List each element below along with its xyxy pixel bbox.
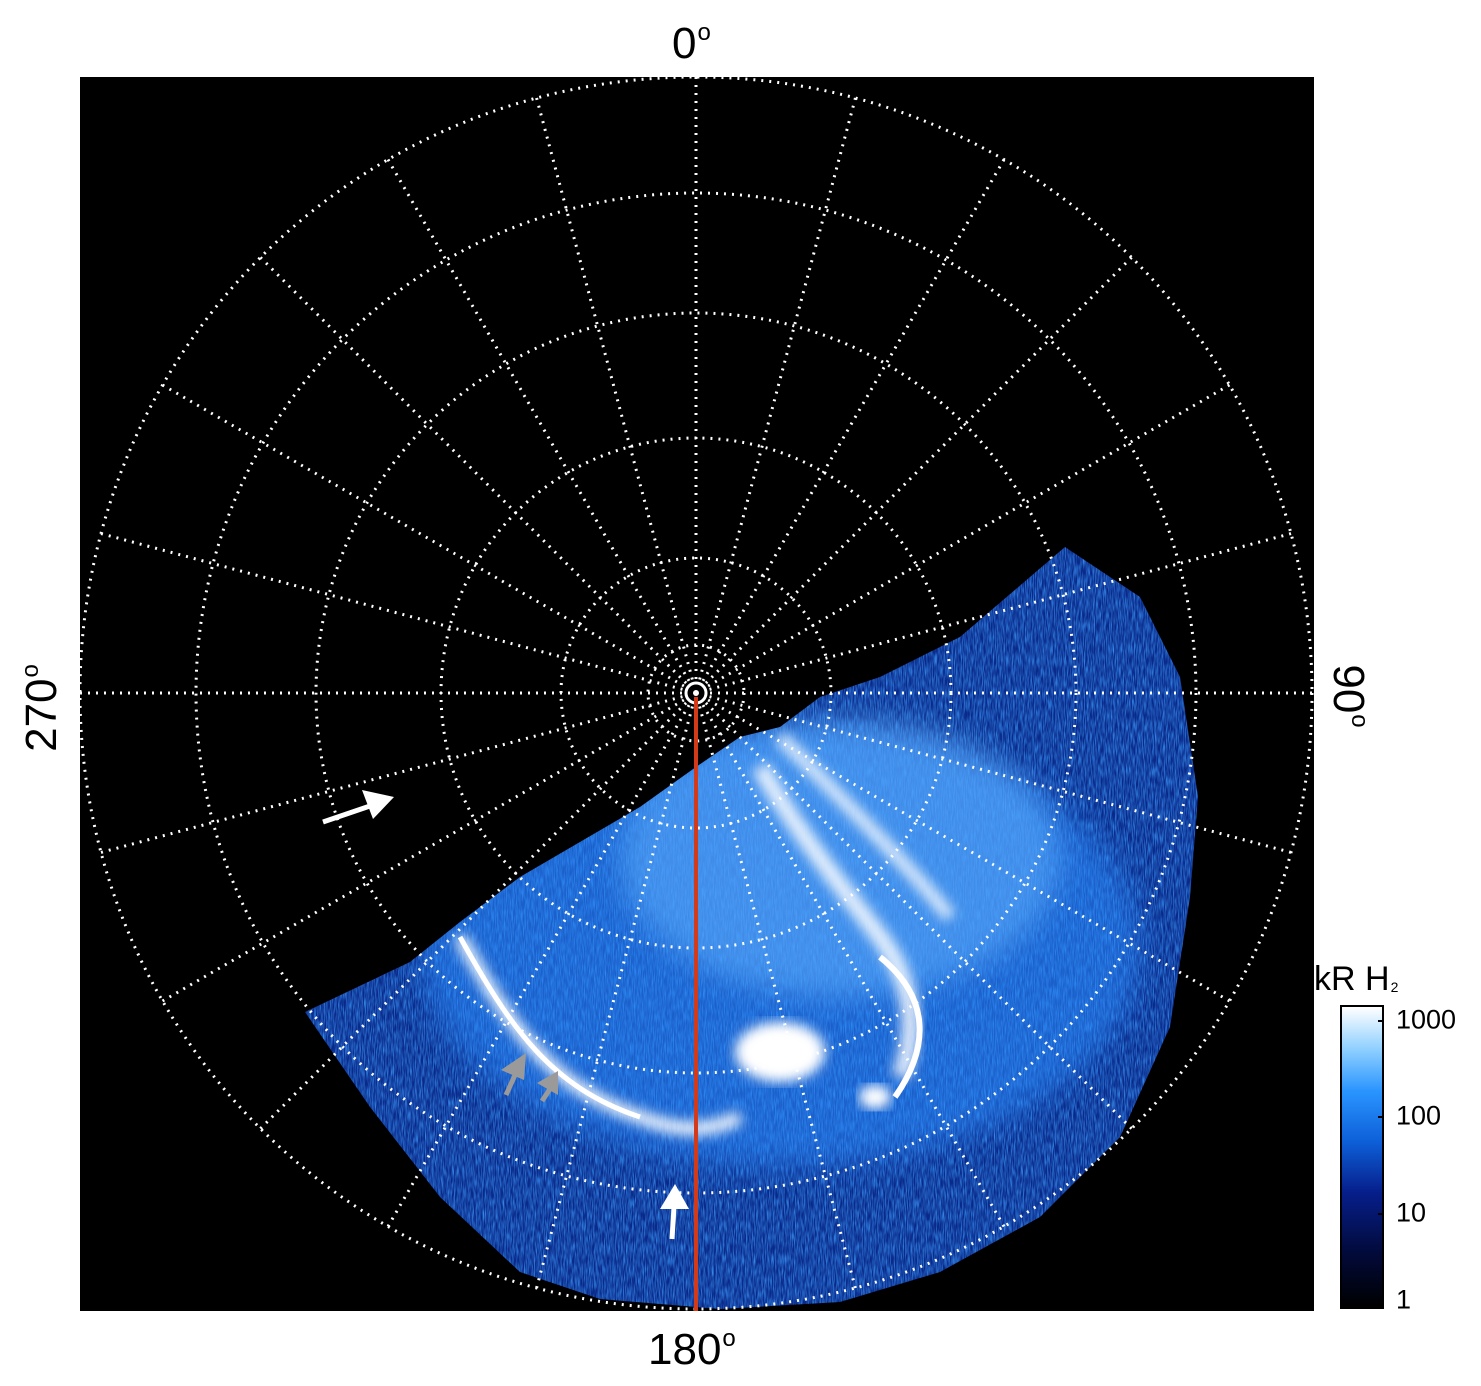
longitude-label-top: 0o bbox=[672, 19, 711, 68]
polar-projection-image bbox=[80, 77, 1314, 1311]
latitude-circle bbox=[314, 311, 1078, 1075]
colorbar-tick-1000: 1000 bbox=[1396, 1004, 1457, 1035]
aurora-main-oval-left-core bbox=[457, 935, 641, 1120]
degree-symbol: o bbox=[697, 19, 711, 46]
aurora-small-spot bbox=[859, 1085, 891, 1109]
aurora-upper-glow bbox=[620, 717, 1060, 997]
colorbar-tick-10: 10 bbox=[1396, 1197, 1427, 1228]
colorbar-tick-mark bbox=[1378, 1300, 1384, 1302]
degree-symbol: o bbox=[1346, 714, 1373, 728]
polar-map-svg bbox=[80, 77, 1314, 1311]
longitude-meridian bbox=[698, 97, 857, 680]
longitude-bottom-text: 180 bbox=[648, 1325, 722, 1374]
longitude-right-text: 90 bbox=[1324, 664, 1373, 714]
longitude-meridian bbox=[161, 383, 685, 688]
white-arrow-icon bbox=[322, 790, 394, 825]
longitude-meridian bbox=[535, 97, 694, 680]
longitude-meridian bbox=[100, 695, 683, 854]
colorbar bbox=[1340, 1005, 1384, 1309]
gray-arrow-icon bbox=[537, 1071, 558, 1103]
longitude-meridian bbox=[259, 256, 688, 685]
colorbar-title: kR H2 bbox=[1314, 960, 1398, 999]
colorbar-unit-text: kR H bbox=[1314, 960, 1390, 998]
aurora-upper-arc bbox=[775, 732, 956, 922]
aurora-bright-spot bbox=[735, 1022, 825, 1082]
colorbar-tick-1: 1 bbox=[1396, 1284, 1412, 1315]
longitude-label-right: 90o bbox=[1324, 664, 1373, 728]
aurora-right-arc bbox=[878, 954, 923, 1099]
longitude-meridian bbox=[386, 158, 691, 682]
longitude-meridian bbox=[100, 532, 683, 691]
pole-marker-center bbox=[693, 690, 699, 696]
colorbar-tick-mark bbox=[1378, 1213, 1384, 1215]
longitude-label-left: 270o bbox=[17, 664, 66, 752]
aurora-inner-arc bbox=[752, 762, 920, 1081]
gray-arrow-icon bbox=[501, 1053, 526, 1097]
white-up-arrow-icon bbox=[660, 1184, 689, 1240]
colorbar-tick-mark bbox=[1378, 1020, 1384, 1022]
longitude-top-text: 0 bbox=[672, 19, 697, 68]
longitude-label-bottom: 180o bbox=[648, 1325, 736, 1374]
colorbar-tick-mark bbox=[1378, 1116, 1384, 1118]
longitude-left-text: 270 bbox=[17, 678, 66, 752]
colorbar-unit-subscript: 2 bbox=[1390, 979, 1399, 995]
colorbar-tick-100: 100 bbox=[1396, 1100, 1442, 1131]
degree-symbol: o bbox=[17, 664, 44, 678]
degree-symbol: o bbox=[722, 1325, 736, 1352]
